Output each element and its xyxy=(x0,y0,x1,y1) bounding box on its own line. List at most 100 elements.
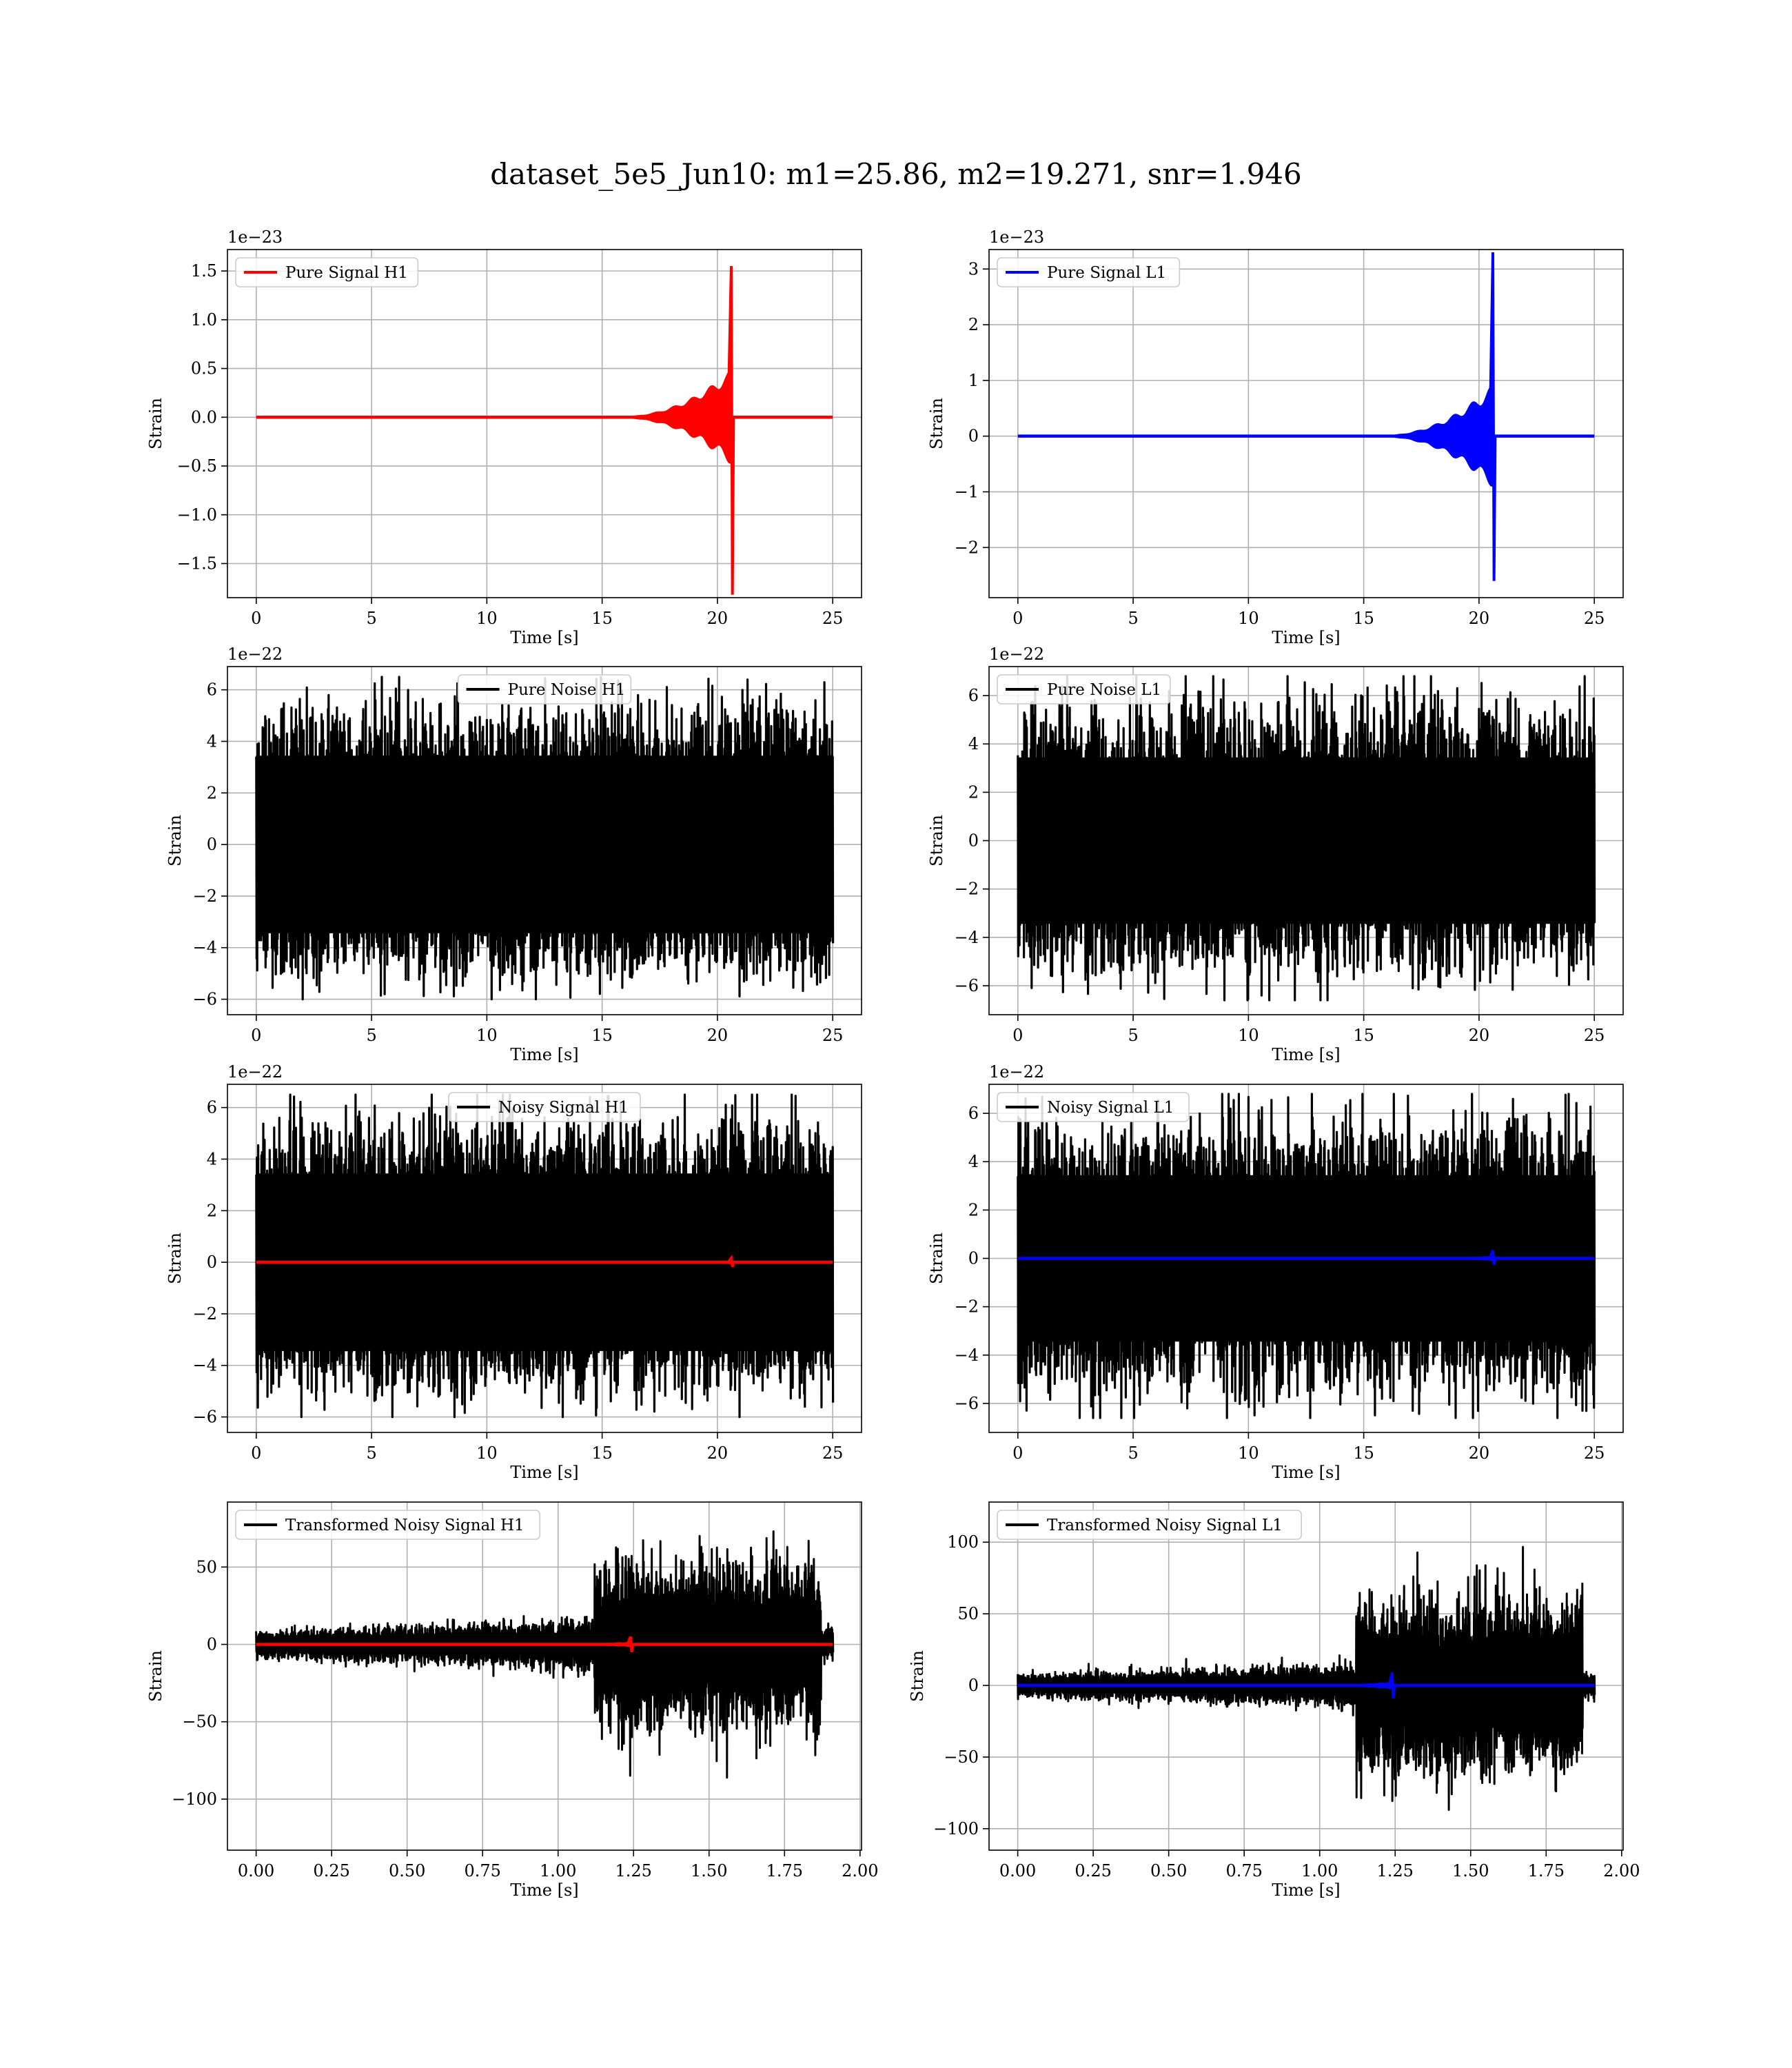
y-tick-label: −6 xyxy=(193,990,217,1009)
y-axis-label: Strain xyxy=(927,398,946,449)
legend-box xyxy=(997,1510,1303,1540)
legend-box xyxy=(997,1092,1190,1122)
x-tick-label: 25 xyxy=(822,1026,844,1045)
x-tick-label: 15 xyxy=(591,1026,613,1045)
y-tick-label: 1.0 xyxy=(191,310,217,330)
series-line-4-1-core xyxy=(1017,762,1595,919)
x-axis-label: Time [s] xyxy=(1272,1881,1340,1900)
legend-label: Pure Noise L1 xyxy=(1047,681,1161,699)
x-tick-label: 1.50 xyxy=(1452,1861,1489,1881)
y-axis-label: Strain xyxy=(165,815,185,866)
x-tick-label: 0 xyxy=(1012,1443,1023,1463)
series-line-7-1 xyxy=(255,1530,835,1779)
y-axis-label: Strain xyxy=(908,1650,927,1702)
x-axis-label: Time [s] xyxy=(1272,1463,1340,1482)
y-tick-label: −2 xyxy=(193,1304,217,1324)
axes-frame xyxy=(988,1501,1624,1851)
x-axis-label: Time [s] xyxy=(510,1881,578,1900)
y-tick-label: 4 xyxy=(968,1152,979,1171)
y-axis-label: Strain xyxy=(927,1233,946,1284)
y-tick-label: −2 xyxy=(955,538,979,557)
y-tick-label: 4 xyxy=(207,731,217,751)
y-tick-label: 0 xyxy=(968,427,979,446)
chart-panel-8: 0.00 0.25 0.50 0.75 1.00 1.25 1.50 1.75 2.00 −100… xyxy=(908,1501,1640,1900)
series-line-3-1-core xyxy=(256,761,833,928)
axes-frame xyxy=(227,1084,862,1433)
axis-offset-text: 1e−23 xyxy=(989,227,1044,247)
axis-offset-text: 1e−23 xyxy=(227,227,283,247)
y-tick-label: −2 xyxy=(955,1297,979,1317)
y-tick-label: 3 xyxy=(968,259,979,278)
x-tick-label: 25 xyxy=(1584,1443,1605,1463)
axes-frame xyxy=(227,249,862,598)
x-tick-label: 2.00 xyxy=(842,1861,878,1881)
y-tick-label: 2 xyxy=(968,782,979,802)
series-line-1-1-spike xyxy=(727,266,735,595)
y-tick-label: 2 xyxy=(207,783,217,802)
x-tick-label: 0.50 xyxy=(389,1861,425,1881)
y-tick-label: −1.5 xyxy=(177,554,217,573)
y-tick-label: 50 xyxy=(957,1604,979,1623)
y-tick-label: 6 xyxy=(207,1098,217,1117)
x-axis-label: Time [s] xyxy=(1272,1045,1340,1064)
y-tick-label: −4 xyxy=(955,928,979,947)
legend-box xyxy=(997,674,1171,704)
x-tick-label: 0 xyxy=(251,609,261,628)
chart-panel-4: 0 5 10 15 20 25 −6 −4 −2 0 2 4 6 Time [s] Strain 1e−22P… xyxy=(927,645,1624,1064)
y-tick-label: 4 xyxy=(207,1149,217,1168)
legend-label: Transformed Noisy Signal H1 xyxy=(285,1517,525,1534)
y-tick-label: −6 xyxy=(193,1408,217,1427)
x-tick-label: 1.75 xyxy=(1528,1861,1565,1881)
series-line-8-1 xyxy=(1017,1545,1596,1811)
series-line-2-1-envelope xyxy=(1375,385,1494,487)
x-tick-label: 10 xyxy=(1238,609,1259,628)
y-axis-label: Strain xyxy=(165,1233,185,1284)
y-tick-label: 0 xyxy=(207,1253,217,1272)
y-tick-label: −0.5 xyxy=(177,456,217,476)
y-tick-label: 0 xyxy=(968,1249,979,1268)
chart-panel-6: 0 5 10 15 20 25 −6 −4 −2 0 2 4 6 Time [s] Strain 1e−22N… xyxy=(927,1062,1624,1482)
x-tick-label: 1.50 xyxy=(691,1861,727,1881)
x-tick-label: 1.00 xyxy=(540,1861,576,1881)
legend-label: Pure Signal H1 xyxy=(285,264,408,282)
x-tick-label: 20 xyxy=(1469,609,1490,628)
y-tick-label: 1 xyxy=(968,371,979,390)
y-tick-label: 6 xyxy=(968,1104,979,1123)
x-axis-label: Time [s] xyxy=(510,628,578,647)
series-line-6-2-spike xyxy=(1489,1250,1497,1265)
x-tick-label: 0.25 xyxy=(1075,1861,1111,1881)
y-tick-label: 0 xyxy=(968,831,979,851)
chart-panel-1: 0 5 10 15 20 25 −1.5 −1.0 −0.5 0.0 0.5 1.0 1.5 Time [… xyxy=(146,227,862,647)
x-tick-label: 1.75 xyxy=(766,1861,803,1881)
x-axis-label: Time [s] xyxy=(510,1045,578,1064)
x-tick-label: 15 xyxy=(591,609,613,628)
series-line-7-2-spike xyxy=(627,1636,635,1653)
legend-box xyxy=(457,674,632,704)
x-axis-label: Time [s] xyxy=(510,1463,578,1482)
y-tick-label: 0.0 xyxy=(191,407,217,427)
x-tick-label: 5 xyxy=(366,1026,376,1045)
x-tick-label: 15 xyxy=(1353,1026,1374,1045)
y-tick-label: −1.0 xyxy=(177,505,217,525)
chart-panel-2: 0 5 10 15 20 25 −2 −1 0 1 2 3 Time [s] Strain 1e−23Pur… xyxy=(927,227,1624,647)
legend-box xyxy=(997,257,1181,287)
y-tick-label: −6 xyxy=(955,1394,979,1413)
x-axis-label: Time [s] xyxy=(1272,628,1340,647)
figure-title: dataset_5e5_Jun10: m1=25.86, m2=19.271, … xyxy=(490,157,1302,191)
legend-label: Transformed Noisy Signal L1 xyxy=(1047,1517,1283,1534)
x-tick-label: 0.00 xyxy=(238,1861,274,1881)
x-tick-label: 0 xyxy=(1012,609,1023,628)
y-tick-label: 4 xyxy=(968,734,979,753)
chart-panel-5: 0 5 10 15 20 25 −6 −4 −2 0 2 4 6 Time [s] Strain 1e−22 N… xyxy=(165,1062,862,1482)
chart-panel-3: 0 5 10 15 20 25 −6 −4 −2 0 2 4 6 Time [s] Strain 1e−22 P… xyxy=(165,645,862,1064)
y-tick-label: −4 xyxy=(955,1346,979,1365)
series-line-5-2-spike xyxy=(728,1255,735,1268)
axes-frame xyxy=(227,666,862,1015)
x-tick-label: 15 xyxy=(1353,609,1374,628)
x-tick-label: 5 xyxy=(366,609,376,628)
y-tick-label: 6 xyxy=(207,680,217,700)
x-tick-label: 0 xyxy=(251,1026,261,1045)
y-tick-label: −4 xyxy=(193,1356,217,1375)
x-tick-label: 5 xyxy=(366,1443,376,1463)
x-tick-label: 0.00 xyxy=(999,1861,1036,1881)
